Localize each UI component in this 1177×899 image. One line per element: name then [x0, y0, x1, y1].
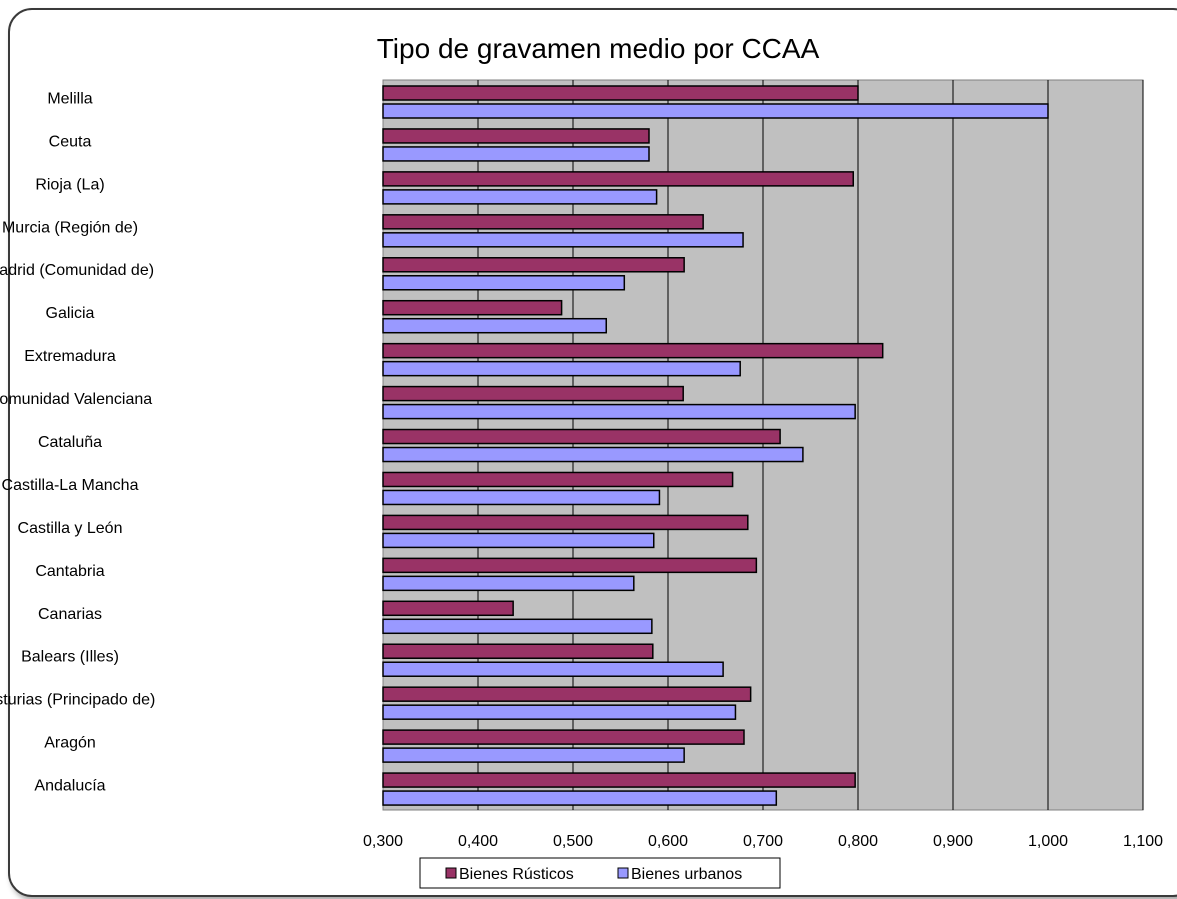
- x-tick-label: 1,100: [1123, 833, 1163, 850]
- legend-label: Bienes urbanos: [631, 866, 742, 883]
- bar-urbanos: [382, 532, 655, 549]
- bar-urbanos: [382, 446, 804, 463]
- bar-urbanos: [382, 704, 737, 720]
- category-label: Castilla y León: [18, 520, 123, 537]
- x-tick-label: 0,300: [363, 833, 403, 850]
- bar-rusticos: [382, 772, 856, 788]
- bar-urbanos: [382, 790, 778, 806]
- x-tick-label: 0,700: [743, 833, 783, 850]
- bar-rusticos: [382, 299, 563, 316]
- category-label: Canarias: [38, 606, 102, 623]
- category-label: Murcia (Región de): [2, 219, 138, 236]
- bar-urbanos: [382, 575, 635, 592]
- bars: [382, 85, 1049, 806]
- category-label: Andalucía: [34, 778, 105, 795]
- category-label: Aragón: [44, 735, 96, 752]
- bar-rusticos: [382, 686, 752, 702]
- bar-urbanos: [382, 618, 653, 635]
- bar-urbanos: [382, 232, 744, 248]
- bar-rusticos: [382, 214, 704, 230]
- bar-rusticos: [382, 128, 650, 144]
- bar-urbanos: [382, 146, 650, 162]
- bar-urbanos: [382, 103, 1049, 119]
- bar-urbanos: [382, 747, 685, 763]
- bar-rusticos: [382, 257, 685, 273]
- bar-urbanos: [382, 360, 741, 377]
- x-tick-label: 0,500: [553, 833, 593, 850]
- bar-rusticos: [382, 643, 654, 659]
- legend-swatch: [617, 867, 629, 879]
- category-label: Galicia: [46, 305, 95, 322]
- category-label: Extremadura: [24, 348, 116, 365]
- bar-rusticos: [382, 171, 854, 187]
- x-tick-label: 0,600: [648, 833, 688, 850]
- category-label: Castilla-La Mancha: [2, 477, 139, 494]
- chart-title: Tipo de gravamen medio por CCAA: [377, 33, 820, 64]
- bar-urbanos: [382, 189, 658, 205]
- x-tick-labels: 0,300 0,400 0,500 0,600 0,700 0,800 0,900 1,000…: [363, 833, 1163, 850]
- category-label: Madrid (Comunidad de): [0, 262, 154, 279]
- x-tick-label: 0,800: [838, 833, 878, 850]
- legend-label: Bienes Rústicos: [459, 866, 574, 883]
- legend-box: [419, 857, 781, 889]
- bar-rusticos: [382, 729, 745, 745]
- category-label: Comunidad Valenciana: [0, 391, 152, 408]
- bar-rusticos: [382, 428, 781, 445]
- bar-rusticos: [382, 557, 758, 574]
- bar-urbanos: [382, 661, 724, 677]
- category-label: Asturias (Principado de): [0, 692, 155, 709]
- legend: Bienes Rústicos Bienes urbanos: [419, 857, 781, 889]
- category-label: Rioja (La): [35, 176, 104, 193]
- category-label: Ceuta: [49, 133, 92, 150]
- bar-urbanos: [382, 403, 856, 420]
- x-tick-label: 1,000: [1028, 833, 1068, 850]
- bar-rusticos: [382, 514, 749, 531]
- bar-rusticos: [382, 342, 884, 359]
- category-labels: Melilla Ceuta Rioja (La) Murcia (Región de)…: [0, 90, 155, 794]
- category-label: Melilla: [47, 90, 92, 107]
- bar-urbanos: [382, 275, 626, 291]
- bar-rusticos: [382, 471, 734, 488]
- bar-urbanos: [382, 489, 661, 506]
- bar-rusticos: [382, 85, 859, 101]
- bar-urbanos: [382, 317, 607, 334]
- category-label: Balears (Illes): [21, 649, 119, 666]
- x-tick-label: 0,400: [458, 833, 498, 850]
- legend-swatch: [445, 867, 457, 879]
- category-label: Cantabria: [35, 563, 104, 580]
- category-label: Cataluña: [38, 434, 102, 451]
- bar-rusticos: [382, 600, 514, 617]
- x-tick-label: 0,900: [933, 833, 973, 850]
- bar-rusticos: [382, 385, 684, 402]
